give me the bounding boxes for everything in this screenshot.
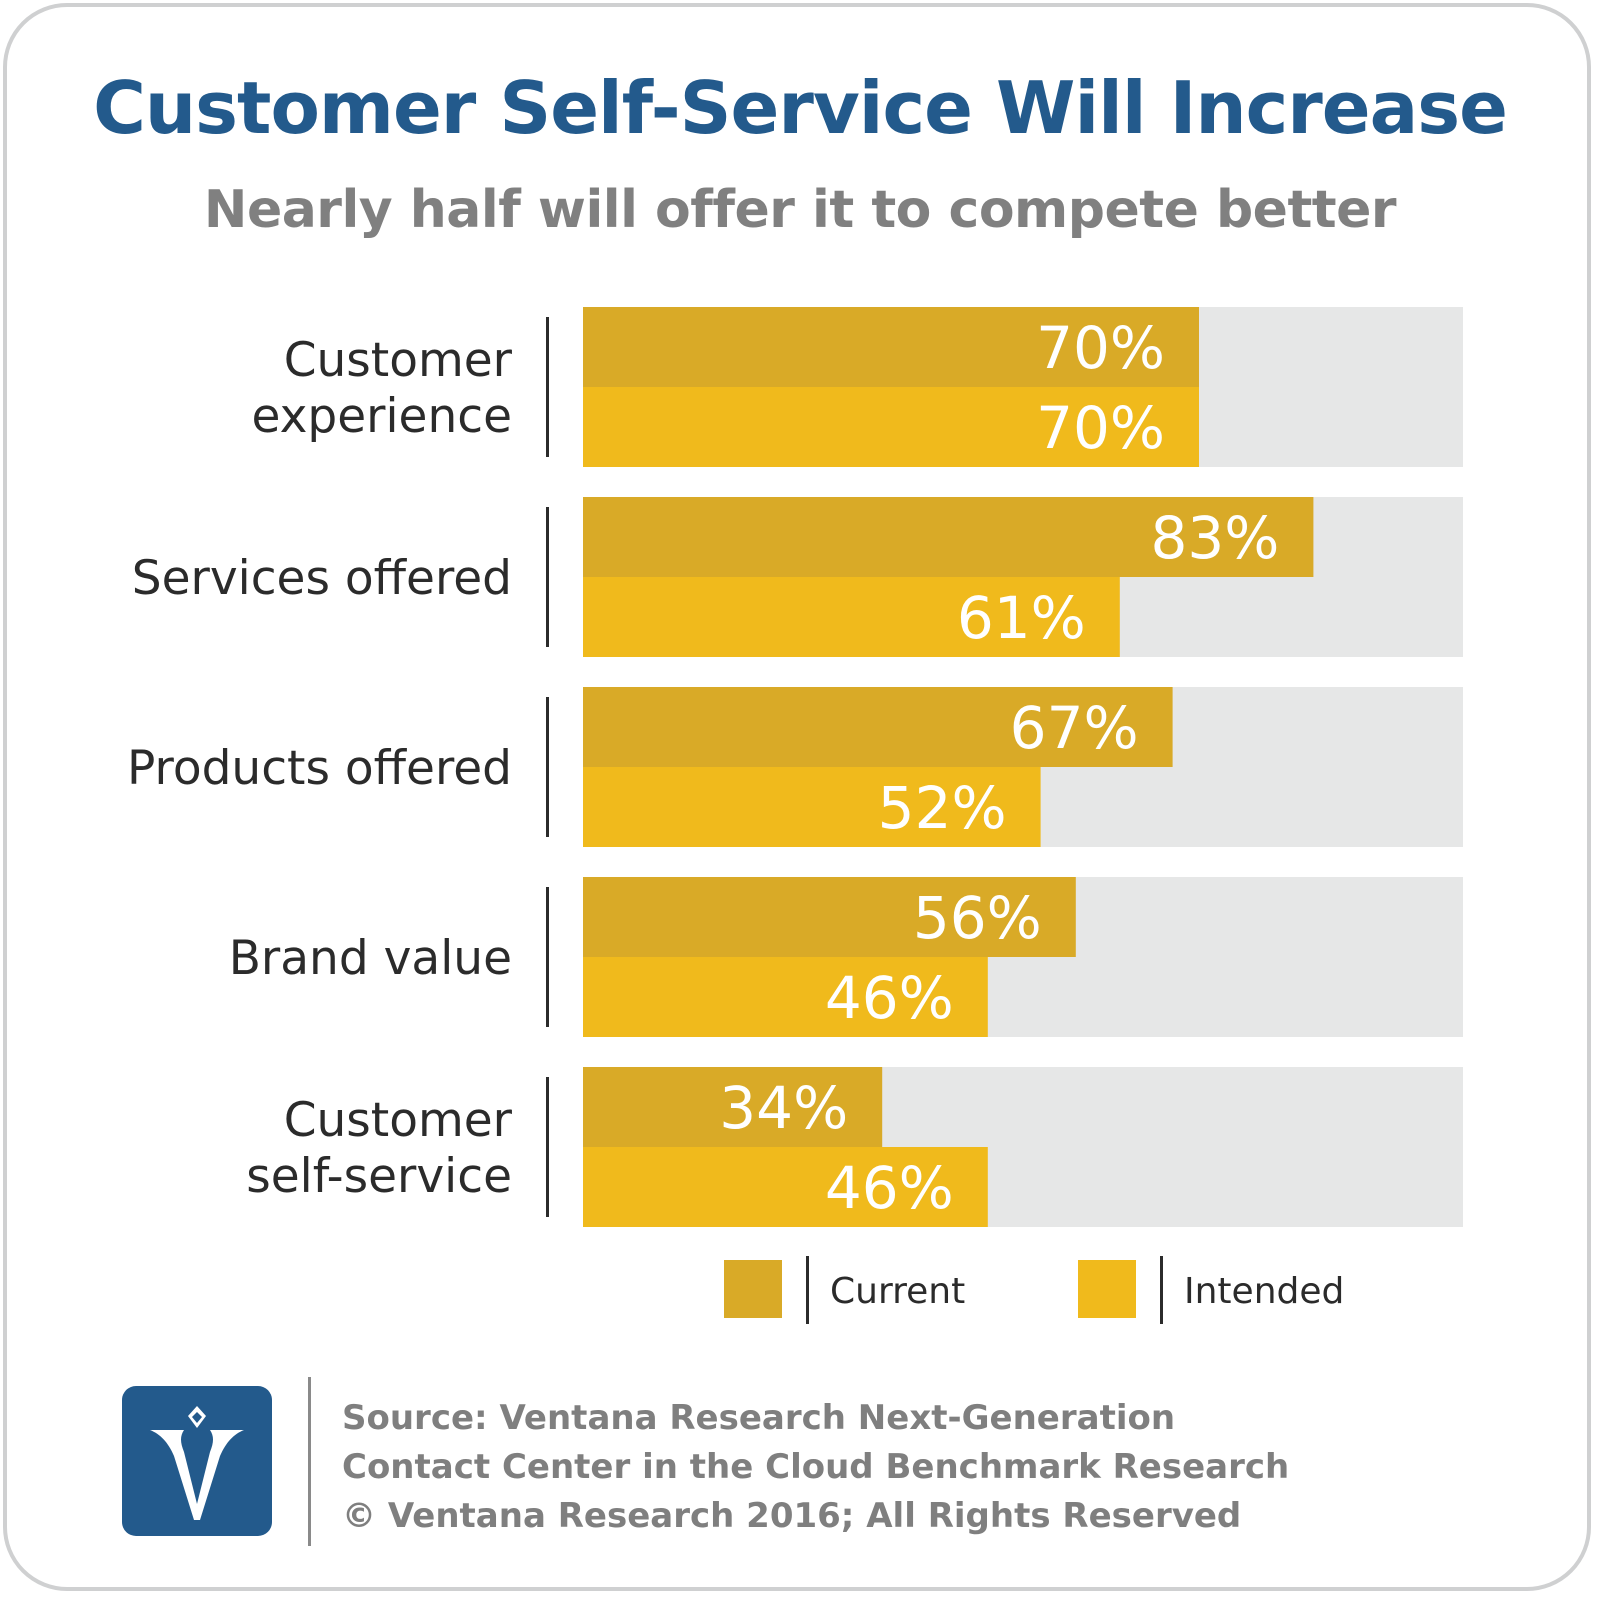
legend-divider-current bbox=[806, 1256, 809, 1324]
category-label: Brand value bbox=[229, 931, 512, 986]
category-divider bbox=[546, 1077, 549, 1217]
footer-copyright: © Ventana Research 2016; All Rights Rese… bbox=[342, 1496, 1242, 1536]
category-label: Customer bbox=[284, 333, 513, 388]
data-label: 67% bbox=[1010, 694, 1139, 762]
bar-current bbox=[583, 1067, 883, 1147]
bar-intended bbox=[583, 1147, 988, 1227]
data-label: 70% bbox=[1036, 314, 1165, 382]
legend-divider-intended bbox=[1160, 1256, 1163, 1324]
data-label: 56% bbox=[913, 884, 1042, 952]
chart-title: Customer Self-Service Will Increase bbox=[93, 66, 1508, 150]
data-label: 83% bbox=[1150, 504, 1279, 572]
bar-current bbox=[583, 497, 1314, 577]
data-label: 46% bbox=[825, 964, 954, 1032]
ventana-v-logo-icon bbox=[150, 1406, 244, 1520]
data-label: 46% bbox=[825, 1154, 954, 1222]
data-label: 52% bbox=[878, 774, 1007, 842]
footer-divider bbox=[308, 1377, 311, 1546]
category-label: Products offered bbox=[127, 741, 512, 796]
ventana-logo bbox=[122, 1386, 272, 1536]
data-label: 70% bbox=[1036, 394, 1165, 462]
bar-intended bbox=[583, 767, 1041, 847]
bar-current bbox=[583, 687, 1173, 767]
category-label: Services offered bbox=[132, 551, 512, 606]
bar-current bbox=[583, 307, 1199, 387]
legend-swatch-current bbox=[724, 1260, 782, 1318]
bar-current bbox=[583, 877, 1076, 957]
category-divider bbox=[546, 887, 549, 1027]
category-divider bbox=[546, 697, 549, 837]
data-label: 34% bbox=[719, 1074, 848, 1142]
legend-label-current: Current bbox=[830, 1271, 965, 1312]
legend-label-intended: Intended bbox=[1184, 1271, 1344, 1312]
category-divider bbox=[546, 317, 549, 457]
bar-intended bbox=[583, 957, 988, 1037]
category-label: self-service bbox=[246, 1149, 512, 1204]
category-label: experience bbox=[252, 389, 513, 444]
bar-intended bbox=[583, 577, 1120, 657]
legend-swatch-intended bbox=[1078, 1260, 1136, 1318]
chart-subtitle: Nearly half will offer it to compete bet… bbox=[203, 180, 1397, 240]
category-label: Customer bbox=[284, 1093, 513, 1148]
bar-intended bbox=[583, 387, 1199, 467]
footer-source-line1: Source: Ventana Research Next-Generation bbox=[342, 1398, 1176, 1438]
footer-source-line2: Contact Center in the Cloud Benchmark Re… bbox=[342, 1447, 1290, 1487]
category-divider bbox=[546, 507, 549, 647]
data-label: 61% bbox=[957, 584, 1086, 652]
